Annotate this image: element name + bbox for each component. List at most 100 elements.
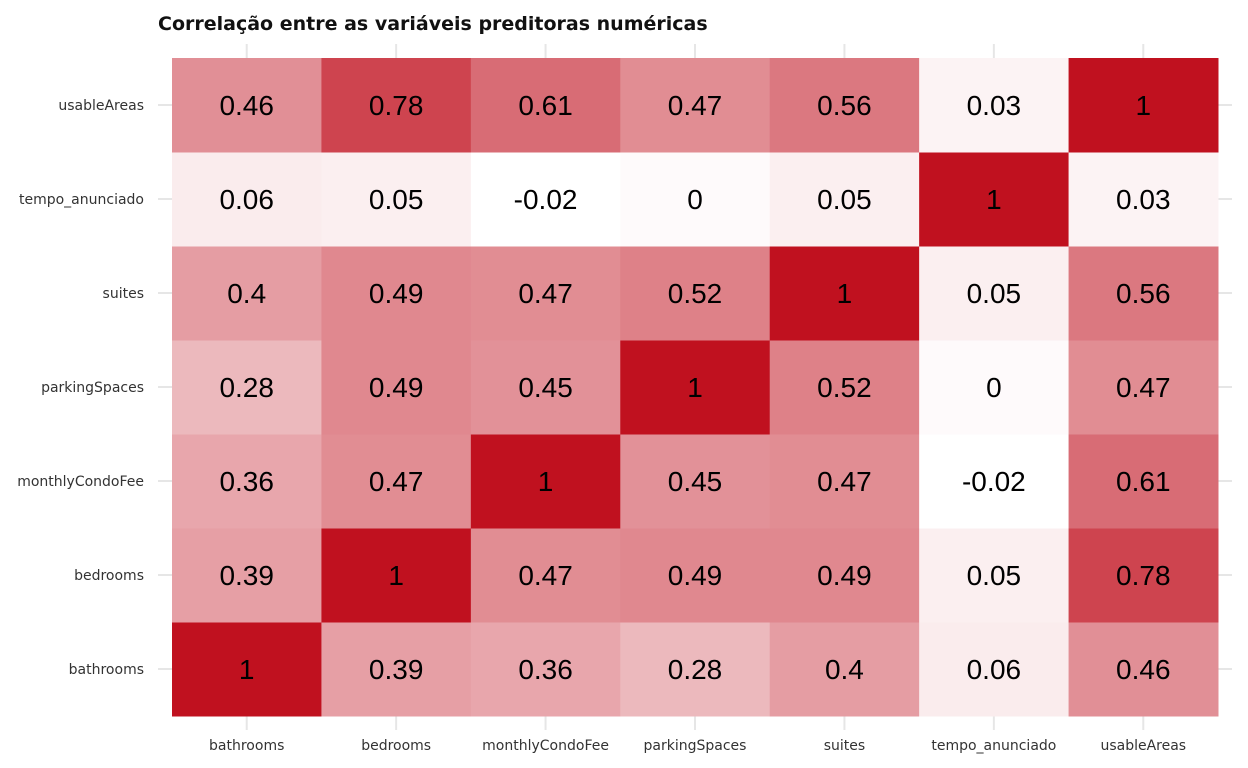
chart-title: Correlação entre as variáveis preditoras… — [158, 13, 708, 35]
cell-value-label: 0.49 — [369, 372, 424, 403]
cell-value-label: 0.78 — [1116, 560, 1171, 591]
heatmap-cell — [470, 58, 621, 153]
cell-value-label: 0.39 — [369, 654, 424, 685]
heatmap-cell — [769, 246, 920, 341]
x-tick-label: tempo_anunciado — [931, 738, 1056, 754]
cell-value-label: 0.61 — [1116, 466, 1171, 497]
cell-value-label: 0.47 — [518, 560, 573, 591]
y-tick-label: bedrooms — [74, 568, 144, 584]
heatmap-cell — [321, 528, 472, 623]
cell-value-label: 0.52 — [668, 278, 723, 309]
y-tick-label: monthlyCondoFee — [17, 474, 144, 490]
heatmap-cell — [620, 434, 771, 529]
heatmap-cell — [620, 622, 771, 717]
y-tick-label: parkingSpaces — [41, 380, 144, 396]
cell-value-label: 0.03 — [1116, 184, 1171, 215]
heatmap-cell — [769, 434, 920, 529]
cell-value-label: 0.46 — [219, 90, 274, 121]
heatmap-cell — [1068, 528, 1219, 623]
heatmap-cell — [321, 622, 472, 717]
cell-value-label: 1 — [239, 654, 255, 685]
heatmap-cell — [769, 152, 920, 247]
heatmap-cell — [470, 340, 621, 435]
heatmap-cell — [919, 528, 1070, 623]
cell-value-label: -0.02 — [514, 184, 578, 215]
heatmap-cell — [321, 246, 472, 341]
heatmap-cell — [172, 58, 322, 153]
cell-value-label: 0.28 — [668, 654, 723, 685]
x-tick-label: bathrooms — [209, 738, 284, 754]
heatmap-cell — [919, 246, 1070, 341]
cell-value-label: 0.03 — [967, 90, 1022, 121]
cell-value-label: 1 — [687, 372, 703, 403]
cell-value-label: 0.49 — [668, 560, 723, 591]
cell-value-label: 1 — [538, 466, 554, 497]
cell-value-label: 0.52 — [817, 372, 872, 403]
heatmap-cell — [470, 528, 621, 623]
cell-value-label: 0.47 — [369, 466, 424, 497]
y-tick-label: usableAreas — [58, 98, 144, 114]
heatmap-cell — [769, 58, 920, 153]
cell-value-label: 0.05 — [967, 278, 1022, 309]
y-tick-label: tempo_anunciado — [19, 192, 144, 208]
cell-value-label: 0.47 — [1116, 372, 1171, 403]
cell-value-labels: 1 0.39 0.36 0.28 0.4 0.06 0.46 0.39 1 0.47 0.49 0.4… — [219, 90, 1170, 685]
heatmap-cell — [470, 246, 621, 341]
heatmap-cell — [172, 622, 322, 717]
x-tick-label: bedrooms — [361, 738, 431, 754]
heatmap-cell — [470, 152, 621, 247]
cell-value-label: 1 — [837, 278, 853, 309]
y-axis-tick-labels: bathrooms bedrooms monthlyCondoFee parkingS… — [17, 98, 144, 678]
cell-value-label: 0.47 — [668, 90, 723, 121]
heatmap-cell — [470, 622, 621, 717]
heatmap-cell — [172, 434, 322, 529]
x-tick-label: usableAreas — [1100, 738, 1186, 754]
cell-value-label: 0.06 — [967, 654, 1022, 685]
y-tick-label: suites — [103, 286, 144, 302]
cell-value-label: 0 — [986, 372, 1002, 403]
x-tick-label: parkingSpaces — [644, 738, 747, 754]
cell-value-label: 0.4 — [825, 654, 864, 685]
heatmap-cell — [620, 528, 771, 623]
heatmap-cell — [620, 152, 771, 247]
cell-value-label: 0.49 — [369, 278, 424, 309]
cell-value-label: 0 — [687, 184, 703, 215]
cell-value-label: 0.36 — [219, 466, 274, 497]
cell-value-label: 0.47 — [518, 278, 573, 309]
y-tick-label: bathrooms — [69, 662, 144, 678]
cell-value-label: 0.06 — [219, 184, 274, 215]
cell-value-label: 1 — [388, 560, 404, 591]
heatmap-cell — [769, 340, 920, 435]
cell-value-label: 0.45 — [518, 372, 573, 403]
cell-value-label: 0.05 — [369, 184, 424, 215]
heatmap-cell — [1068, 622, 1219, 717]
cell-value-label: 0.56 — [1116, 278, 1171, 309]
x-tick-label: suites — [824, 738, 865, 754]
heatmap-cell — [321, 340, 472, 435]
x-tick-label: monthlyCondoFee — [482, 738, 609, 754]
heatmap-cell — [1068, 152, 1219, 247]
cell-value-label: 1 — [986, 184, 1002, 215]
heatmap-cell — [769, 622, 920, 717]
heatmap-cell — [620, 246, 771, 341]
cell-value-label: 0.61 — [518, 90, 573, 121]
heatmap-cell — [172, 340, 322, 435]
heatmap-cell — [620, 340, 771, 435]
heatmap-cell — [172, 246, 322, 341]
cell-value-label: 0.05 — [817, 184, 872, 215]
heatmap-cell — [172, 152, 322, 247]
heatmap-cell — [172, 528, 322, 623]
heatmap-cell — [919, 58, 1070, 153]
cell-value-label: 0.4 — [227, 278, 266, 309]
cell-value-label: 0.36 — [518, 654, 573, 685]
heatmap-cell — [470, 434, 621, 529]
heatmap-cell — [321, 152, 472, 247]
heatmap-cell — [919, 152, 1070, 247]
heatmap-cell — [1068, 246, 1219, 341]
cell-value-label: 0.28 — [219, 372, 274, 403]
cell-value-label: -0.02 — [962, 466, 1026, 497]
heatmap-cell — [1068, 434, 1219, 529]
cell-value-label: 0.78 — [369, 90, 424, 121]
cell-value-label: 0.39 — [219, 560, 274, 591]
